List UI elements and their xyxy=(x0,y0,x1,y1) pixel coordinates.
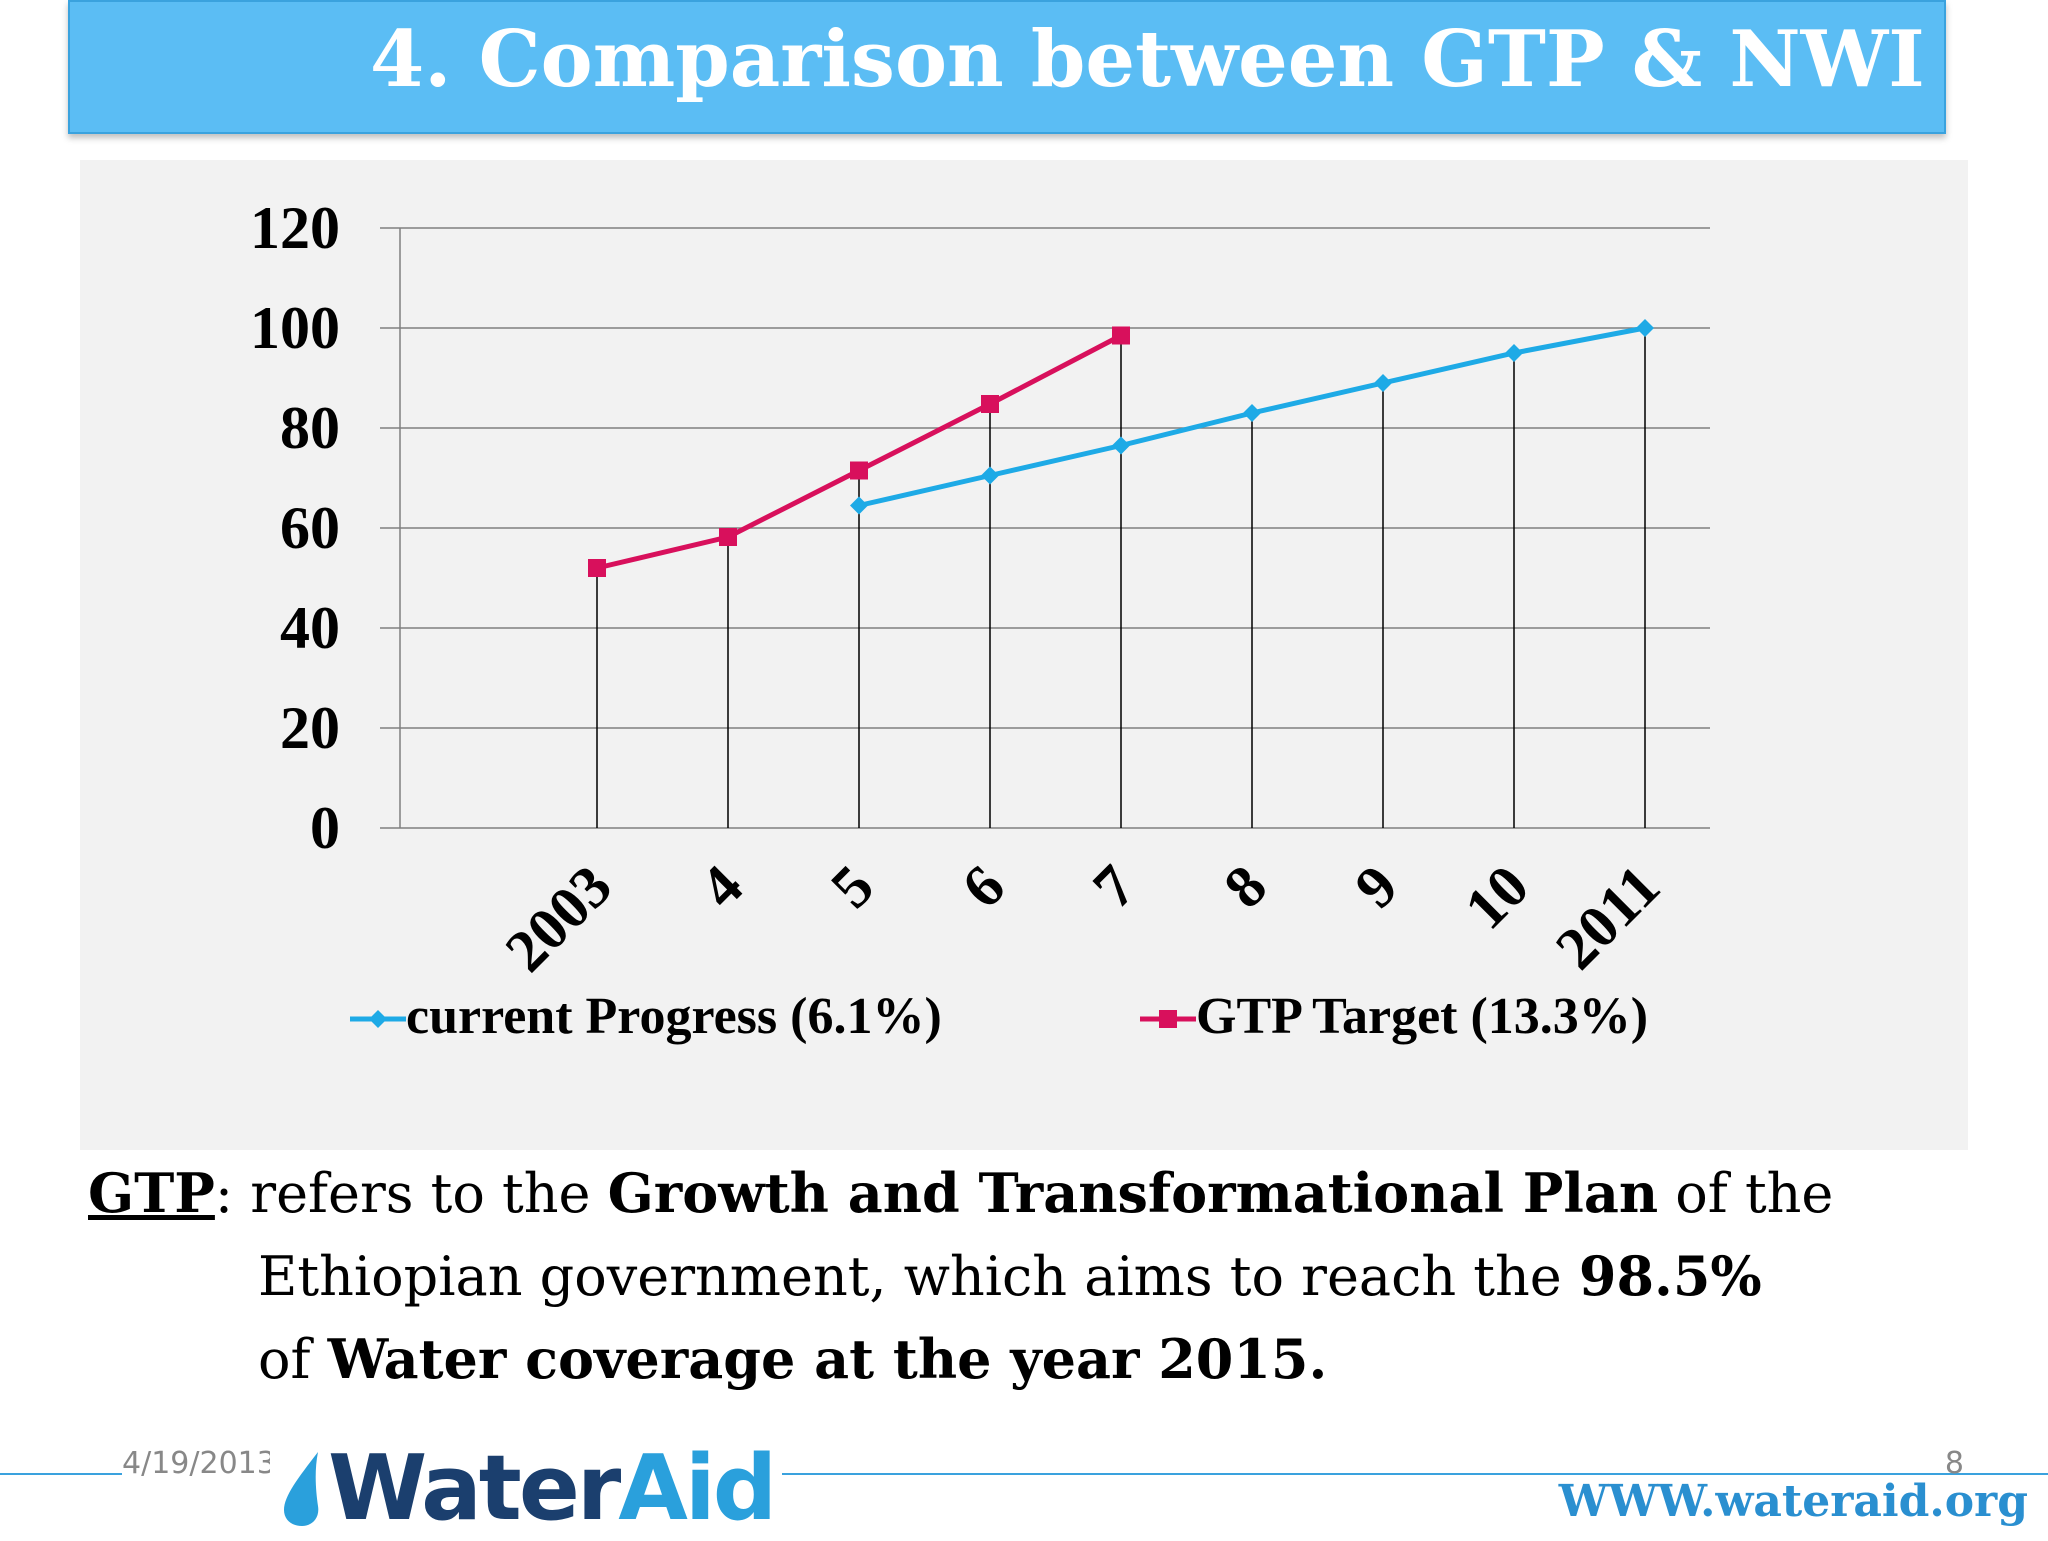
point-s0-8 xyxy=(1243,404,1261,422)
desc-bold-coverage: Water coverage at the year 2015. xyxy=(327,1327,1328,1391)
point-s0-5 xyxy=(850,496,868,515)
x-tick-label-9: 9 xyxy=(1342,853,1410,921)
desc-text-2: of the xyxy=(1658,1162,1834,1225)
desc-text-3: Ethiopian government, which aims to reac… xyxy=(258,1245,1579,1308)
point-s0-6 xyxy=(981,466,999,485)
grid-lines xyxy=(380,227,1710,829)
logo-aid: Aid xyxy=(618,1435,777,1541)
point-s0-9 xyxy=(1374,374,1392,392)
x-tick-label-10: 10 xyxy=(1452,853,1541,942)
desc-text-1: : refers to the xyxy=(214,1162,608,1225)
x-tick-label-4: 4 xyxy=(687,853,755,921)
gtp-term: GTP xyxy=(88,1161,215,1225)
y-tick-label-80: 80 xyxy=(280,395,340,461)
page-number: 8 xyxy=(1944,1446,1964,1481)
point-s0-10 xyxy=(1505,344,1523,362)
description-line-2: Ethiopian government, which aims to reac… xyxy=(88,1235,1968,1318)
x-tick-label-2003: 2003 xyxy=(493,853,625,985)
y-tick-label-20: 20 xyxy=(280,695,340,761)
x-axis-ticks: 2003 4 5 6 7 8 9 10 2011 xyxy=(493,853,1673,985)
footer-date: 4/19/2013 xyxy=(122,1446,280,1481)
water-drop-icon xyxy=(284,1452,319,1526)
y-axis-ticks: 0 20 40 60 80 100 120 xyxy=(250,195,340,861)
drop-lines xyxy=(596,328,1646,828)
wateraid-logo: WaterAid xyxy=(270,1436,783,1541)
legend: current Progress (6.1%) GTP Target (13.3%… xyxy=(350,988,1648,1045)
title-bar: 4. Comparison between GTP & NWI xyxy=(68,0,1946,134)
legend-marker-0 xyxy=(369,1010,387,1028)
logo-wordmark: WaterAid xyxy=(328,1435,777,1541)
point-s1-5 xyxy=(850,461,868,480)
x-tick-label-7: 7 xyxy=(1080,853,1148,921)
x-tick-label-2011: 2011 xyxy=(1543,853,1672,982)
legend-label-0: current Progress (6.1%) xyxy=(406,988,942,1045)
x-tick-label-8: 8 xyxy=(1211,853,1279,921)
y-tick-label-0: 0 xyxy=(310,795,340,861)
footer-divider xyxy=(0,1473,2048,1475)
description-line-3: of Water coverage at the year 2015. xyxy=(88,1318,1968,1401)
legend-label-1: GTP Target (13.3%) xyxy=(1196,988,1648,1045)
desc-text-4: of xyxy=(258,1328,328,1391)
point-s1-7 xyxy=(1112,326,1130,345)
chart-panel: 0 20 40 60 80 100 120 2003 4 5 6 7 8 9 10 2011 current… xyxy=(80,160,1968,1150)
description-line-1: GTP: refers to the Growth and Transforma… xyxy=(88,1152,1968,1235)
point-s1-4 xyxy=(719,528,737,546)
point-s0-2011 xyxy=(1636,319,1654,337)
desc-bold-plan: Growth and Transformational Plan xyxy=(607,1161,1659,1225)
x-tick-label-5: 5 xyxy=(818,853,886,921)
point-s0-7 xyxy=(1112,436,1130,455)
logo-water: Water xyxy=(328,1435,621,1541)
y-tick-label-40: 40 xyxy=(280,595,340,661)
point-s1-6 xyxy=(981,395,999,413)
footer-url[interactable]: WWW.wateraid.org xyxy=(1548,1476,2028,1527)
x-tick-label-6: 6 xyxy=(949,853,1017,921)
legend-marker-1 xyxy=(1159,1010,1177,1028)
y-tick-label-100: 100 xyxy=(250,295,340,361)
series-markers xyxy=(588,319,1654,577)
desc-bold-percent: 98.5% xyxy=(1578,1244,1762,1308)
y-tick-label-120: 120 xyxy=(250,195,340,261)
point-s1-2003 xyxy=(588,559,606,577)
description: GTP: refers to the Growth and Transforma… xyxy=(88,1152,1968,1401)
y-tick-label-60: 60 xyxy=(280,495,340,561)
line-chart: 0 20 40 60 80 100 120 2003 4 5 6 7 8 9 10 2011 current… xyxy=(250,195,1710,1045)
slide-title: 4. Comparison between GTP & NWI xyxy=(370,14,1925,105)
